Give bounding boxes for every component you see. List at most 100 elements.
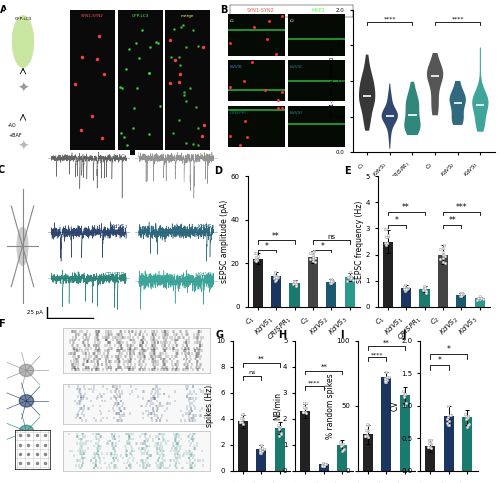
Point	[441, 259, 449, 267]
Point	[318, 462, 326, 470]
Text: I: I	[340, 330, 344, 340]
Point	[311, 254, 319, 261]
Point	[236, 419, 244, 426]
Bar	[256, 449, 266, 471]
Point	[439, 258, 447, 266]
Point	[474, 294, 482, 302]
Point	[438, 244, 446, 252]
Point	[292, 282, 300, 290]
Point	[479, 296, 487, 303]
Point	[299, 408, 307, 416]
Point	[309, 251, 317, 259]
Point	[252, 253, 260, 261]
Point	[302, 405, 310, 412]
Point	[380, 377, 388, 385]
Bar	[290, 283, 300, 307]
Point	[257, 449, 265, 456]
Point	[447, 411, 455, 419]
Point	[400, 393, 408, 401]
Text: **: **	[258, 355, 264, 362]
Bar	[462, 417, 472, 471]
Text: MAP2: MAP2	[312, 8, 325, 14]
Point	[401, 390, 409, 398]
Point	[275, 423, 283, 431]
Text: **: **	[320, 364, 327, 369]
Text: SYN1-SYN2: SYN1-SYN2	[247, 8, 274, 14]
Text: -AO: -AO	[8, 123, 16, 128]
Point	[275, 425, 283, 433]
Point	[276, 423, 284, 431]
Point	[476, 294, 484, 302]
Point	[253, 256, 261, 263]
Point	[290, 277, 298, 285]
Point	[426, 444, 434, 452]
Point	[328, 277, 336, 285]
Point	[309, 257, 317, 265]
Point	[328, 277, 336, 285]
Point	[382, 378, 390, 386]
Point	[382, 242, 390, 249]
Point	[254, 253, 262, 260]
Bar	[362, 434, 373, 471]
Point	[444, 415, 452, 423]
Point	[422, 289, 430, 297]
Point	[253, 253, 261, 261]
Point	[420, 285, 428, 293]
Point	[310, 247, 318, 255]
Text: $C_2$: $C_2$	[289, 18, 296, 26]
Point	[326, 279, 334, 286]
Point	[462, 424, 470, 431]
Point	[300, 403, 308, 411]
Point	[272, 272, 280, 280]
Point	[444, 421, 452, 428]
Point	[361, 432, 369, 440]
Point	[383, 234, 391, 242]
Point	[444, 421, 452, 428]
Text: $KdVS_1$: $KdVS_1$	[229, 64, 244, 71]
Bar	[345, 277, 355, 307]
Point	[476, 292, 484, 300]
Point	[270, 271, 278, 279]
Point	[326, 275, 334, 283]
Point	[292, 280, 300, 287]
Text: ✦: ✦	[17, 82, 29, 96]
Point	[257, 441, 265, 449]
Text: J: J	[403, 330, 406, 340]
Text: **: **	[272, 232, 280, 242]
Point	[256, 448, 264, 456]
Point	[477, 295, 485, 302]
Point	[400, 390, 408, 398]
Bar	[456, 295, 466, 307]
Point	[347, 274, 355, 282]
Y-axis label: NB/min: NB/min	[272, 392, 281, 420]
Point	[478, 294, 486, 302]
Point	[346, 275, 354, 283]
Text: ns: ns	[248, 370, 256, 375]
Point	[402, 398, 410, 406]
Point	[400, 392, 408, 400]
Point	[310, 255, 318, 263]
Point	[274, 421, 281, 429]
Circle shape	[20, 395, 34, 407]
Point	[364, 427, 372, 435]
Text: $CRISPR_1$: $CRISPR_1$	[4, 445, 28, 454]
Point	[400, 283, 407, 291]
Point	[420, 284, 428, 292]
Point	[338, 440, 346, 448]
Point	[276, 430, 284, 438]
Point	[426, 443, 434, 451]
Point	[258, 447, 266, 455]
Point	[402, 284, 410, 292]
Point	[364, 421, 372, 428]
Point	[382, 240, 390, 247]
Point	[440, 242, 448, 249]
Point	[290, 280, 298, 287]
Point	[457, 292, 465, 299]
Point	[364, 434, 372, 441]
Text: C$_2$: C$_2$	[208, 152, 216, 161]
Point	[320, 462, 328, 470]
Text: merge: merge	[181, 14, 194, 18]
Point	[445, 417, 453, 425]
Point	[252, 256, 260, 264]
Text: $CRISPR_1$: $CRISPR_1$	[229, 110, 248, 117]
